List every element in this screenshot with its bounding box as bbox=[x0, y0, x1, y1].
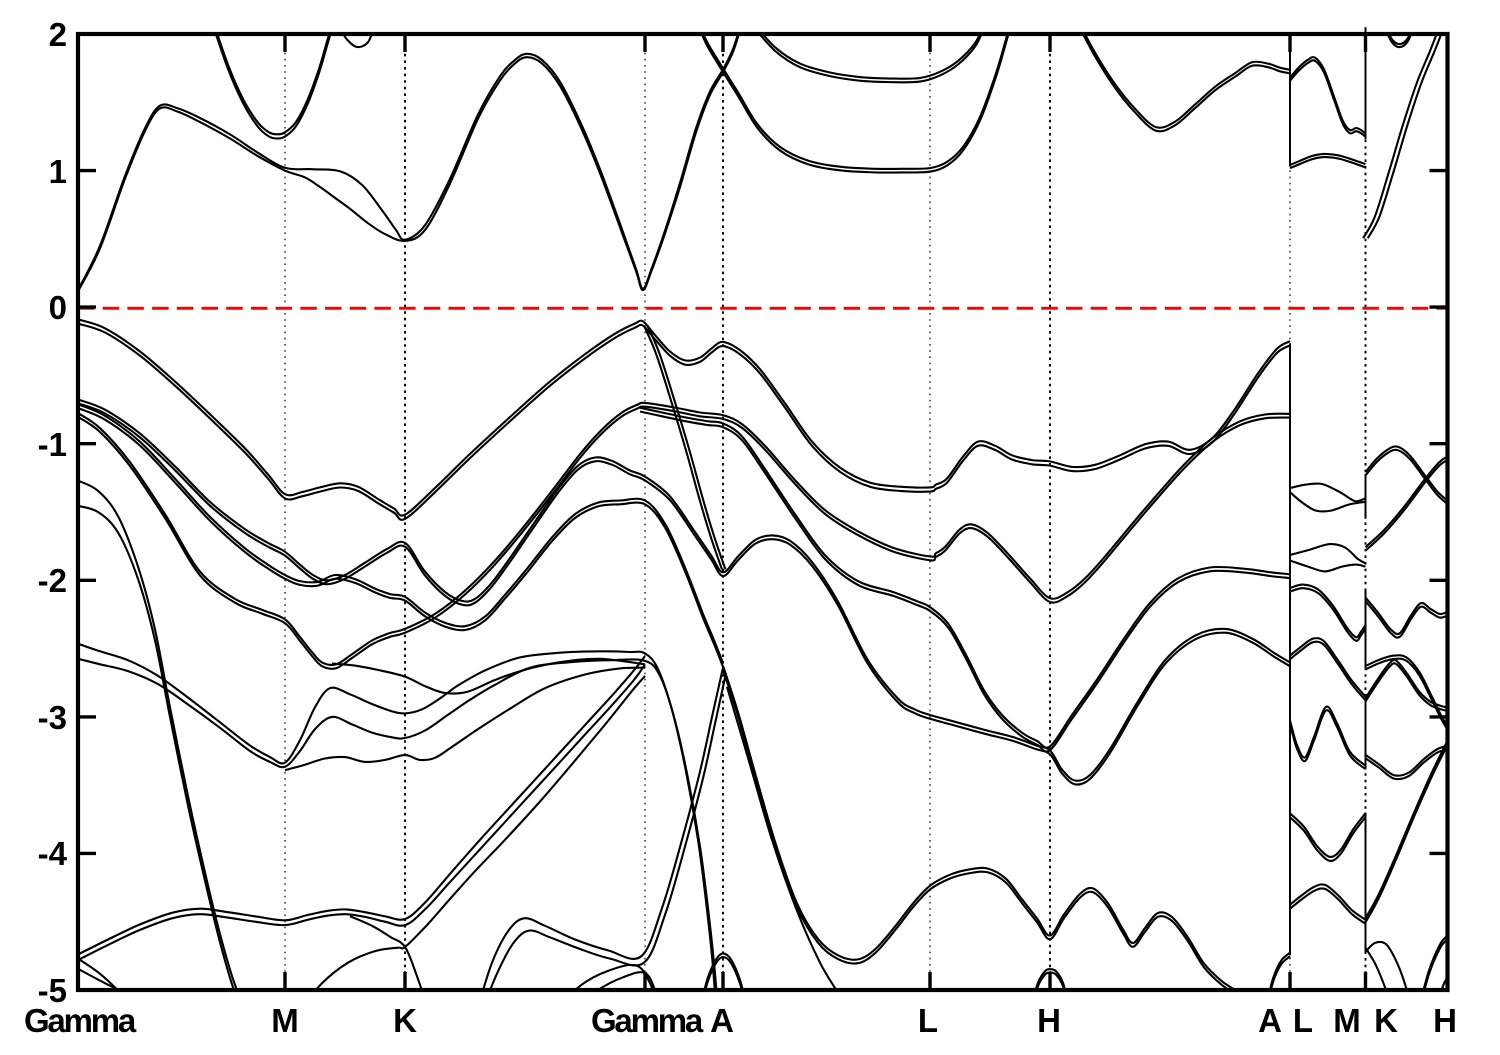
svg-text:L: L bbox=[1293, 1002, 1313, 1039]
svg-text:Gamma: Gamma bbox=[24, 1002, 137, 1039]
svg-text:-3: -3 bbox=[38, 699, 67, 736]
svg-text:-2: -2 bbox=[38, 562, 67, 599]
svg-text:L: L bbox=[918, 1002, 938, 1039]
svg-text:M: M bbox=[1333, 1002, 1361, 1039]
svg-text:H: H bbox=[1037, 1002, 1061, 1039]
svg-text:Gamma: Gamma bbox=[591, 1002, 704, 1039]
svg-text:A: A bbox=[710, 1002, 734, 1039]
svg-text:K: K bbox=[1374, 1002, 1398, 1039]
svg-text:A: A bbox=[1258, 1002, 1282, 1039]
svg-text:0: 0 bbox=[49, 289, 67, 326]
svg-text:M: M bbox=[271, 1002, 299, 1039]
svg-text:-1: -1 bbox=[38, 426, 67, 463]
svg-text:-5: -5 bbox=[38, 972, 67, 1009]
svg-text:H: H bbox=[1433, 1002, 1457, 1039]
svg-text:-4: -4 bbox=[38, 835, 68, 872]
svg-text:1: 1 bbox=[49, 153, 67, 190]
svg-text:K: K bbox=[393, 1002, 417, 1039]
svg-text:2: 2 bbox=[49, 16, 67, 53]
